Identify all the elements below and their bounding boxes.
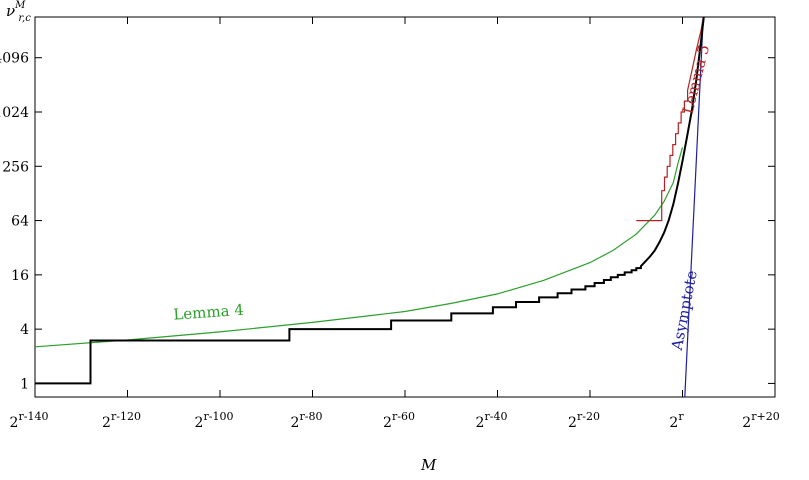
- y-tick-label: 1024: [0, 105, 29, 121]
- x-tick-label: 2r-120: [102, 410, 141, 431]
- x-tick-label: 2r-60: [383, 410, 415, 431]
- chart-series: [35, 17, 705, 397]
- annotation-asymptote: Asymptote: [668, 269, 701, 353]
- y-tick-label: 256: [2, 159, 29, 175]
- x-tick-label: 2r-20: [568, 410, 600, 431]
- axis-ticks: [34, 17, 776, 397]
- series-asymptote: [684, 17, 704, 397]
- y-tick-label: 64: [11, 214, 29, 230]
- series-lemma-5: [636, 17, 704, 222]
- x-tick-label: 2r-40: [476, 410, 508, 431]
- x-axis-title: M: [420, 456, 437, 474]
- x-tick-label: 2r-140: [10, 410, 49, 431]
- y-tick-label: 16: [11, 268, 29, 284]
- annotation-lemma-4: Lemma 4: [173, 301, 245, 324]
- tick-labels: 2r-140 2r-120 2r-100 2r-80 2r-60 2r-40 2r-20 2r…: [0, 51, 780, 431]
- series-lemma-4: [35, 147, 684, 348]
- y-tick-label: 4: [20, 322, 29, 338]
- x-tick-label: 2r+20: [742, 410, 779, 431]
- y-axis-title: νM r,c: [6, 0, 31, 24]
- x-tick-label: 2r-100: [195, 410, 234, 431]
- series-main: [35, 17, 705, 385]
- x-tick-label: 2r-80: [291, 410, 323, 431]
- annotation-lemma-5: Lemma 5: [679, 43, 714, 116]
- x-tick-label: 2r: [669, 410, 684, 431]
- y-tick-label: 1: [20, 376, 29, 392]
